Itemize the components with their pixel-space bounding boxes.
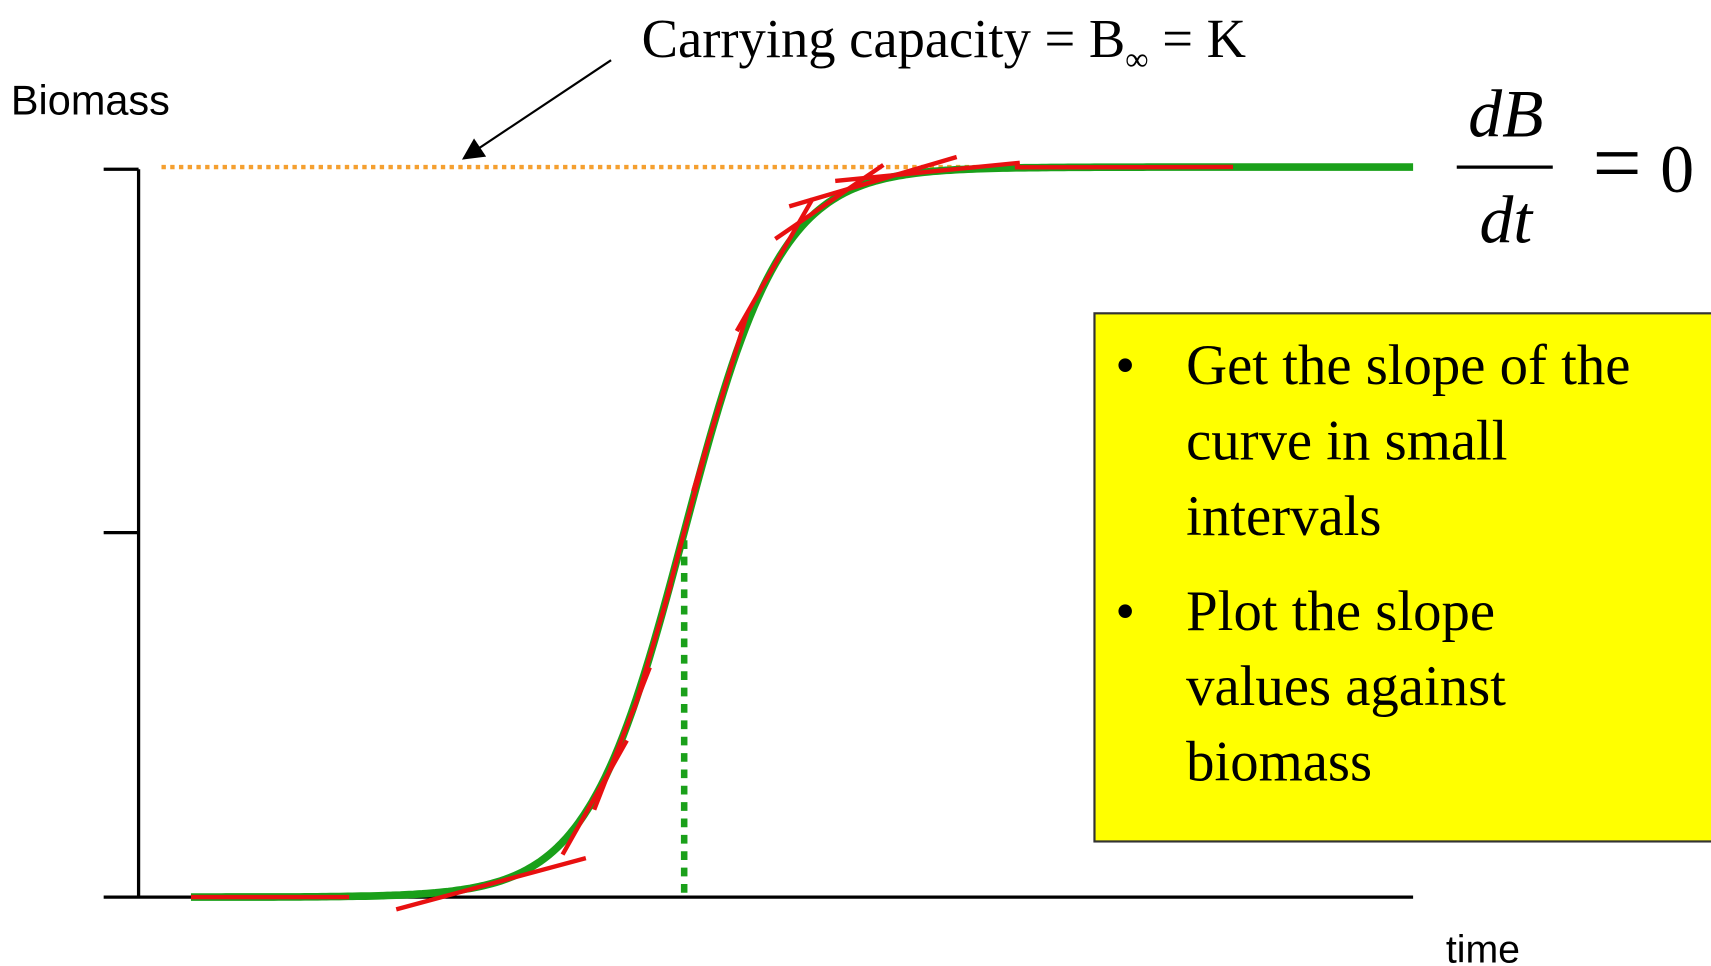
title-main: Carrying capacity = B <box>642 8 1126 69</box>
item-line: values against <box>1186 655 1506 718</box>
item-line: biomass <box>1186 730 1372 793</box>
title: Carrying capacity = B∞ = K <box>642 8 1246 78</box>
y-axis-label: Biomass <box>11 77 170 124</box>
title-tail: = K <box>1149 8 1246 69</box>
tangent <box>395 856 587 912</box>
arrow <box>461 59 612 160</box>
tangent <box>834 160 1021 184</box>
tangent <box>788 154 958 209</box>
item-line: curve in small <box>1186 410 1507 473</box>
equation: dB dt = 0 <box>1456 77 1694 257</box>
tangents <box>190 154 1234 912</box>
equals: = <box>1593 114 1642 211</box>
bullet: • <box>1115 580 1135 643</box>
bullet: • <box>1115 334 1135 397</box>
item-line: intervals <box>1186 485 1381 548</box>
x-axis-label: time <box>1446 928 1520 966</box>
item-line: Get the slope of the <box>1186 334 1630 397</box>
rhs: 0 <box>1660 132 1694 207</box>
numerator: dB <box>1468 77 1543 152</box>
denominator: dt <box>1480 182 1535 257</box>
tangent <box>691 313 750 492</box>
item-line: Plot the slope <box>1186 580 1495 643</box>
note-items: • Get the slope of the curve in small inter… <box>1115 334 1630 793</box>
title-subscript: ∞ <box>1125 42 1148 78</box>
note-box <box>1093 312 1711 843</box>
